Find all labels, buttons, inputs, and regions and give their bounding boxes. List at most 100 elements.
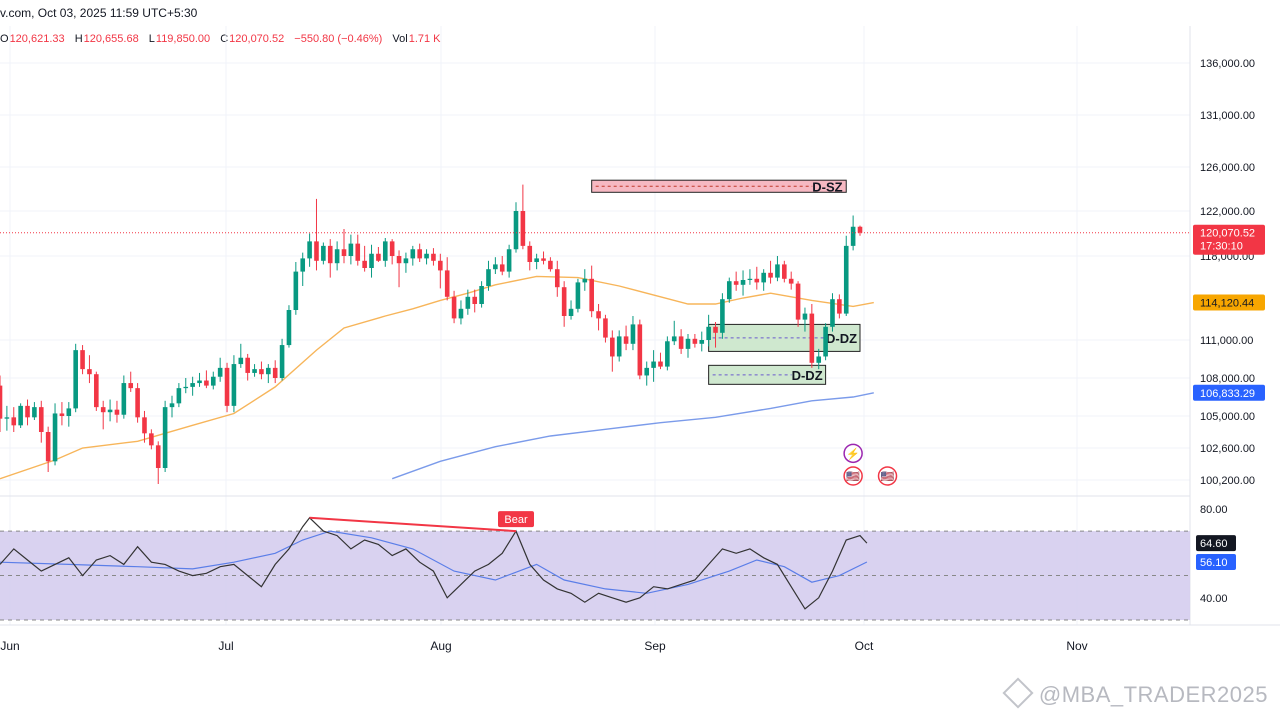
candle-body [458, 308, 464, 319]
candle [142, 410, 147, 443]
candle [857, 225, 863, 236]
candle [472, 289, 478, 313]
candle [155, 441, 161, 484]
candle-body [100, 407, 106, 413]
candle [410, 245, 416, 266]
candle [692, 334, 698, 348]
candle-body [431, 253, 436, 261]
candle [740, 270, 746, 296]
candle-body [272, 367, 278, 378]
candle [850, 215, 856, 251]
marker-ring [843, 443, 863, 464]
candle [135, 383, 140, 423]
candle-body [355, 243, 361, 261]
candle-body [740, 280, 746, 285]
candle-body [197, 380, 202, 384]
candle [830, 293, 835, 332]
candle [293, 262, 299, 315]
candle-body [610, 337, 615, 357]
candle-body [534, 258, 539, 262]
candle-body [603, 318, 608, 338]
candle [775, 256, 780, 282]
candle [699, 331, 705, 352]
chart-source-date: v.com, Oct 03, 2025 11:59 UTC+5:30 [0, 6, 198, 20]
candle-body [486, 269, 491, 286]
open-value: 120,621.33 [9, 33, 65, 45]
candle [272, 360, 278, 384]
volume-value: 1.71 K [408, 33, 441, 45]
candle-body [314, 241, 319, 261]
candle [121, 375, 127, 419]
rsi-badge-bg [1196, 535, 1236, 552]
candle [382, 238, 388, 267]
candle [513, 202, 519, 253]
badge-bg [1193, 294, 1265, 311]
candle-body [678, 336, 684, 349]
rsi-pane [0, 530, 1190, 621]
candle-body [520, 211, 526, 246]
candle-body [396, 256, 402, 264]
candle [190, 376, 195, 396]
candle-body [52, 413, 58, 462]
candle-body [252, 369, 257, 373]
candle-body [513, 211, 519, 250]
ema-slow-line [391, 392, 874, 480]
candle [32, 402, 37, 420]
time-tick-label: Aug [430, 639, 451, 653]
marker-ring [877, 466, 898, 486]
candle-body [589, 278, 594, 312]
candle [169, 395, 175, 418]
gridlines [0, 26, 1190, 625]
candle-body [307, 241, 312, 259]
candle-body [499, 264, 505, 272]
candle [809, 304, 815, 368]
candle [603, 314, 608, 343]
candle-body [493, 264, 498, 270]
candle-body [582, 278, 588, 283]
candle [795, 281, 801, 327]
zone-box [591, 179, 847, 193]
candle-body [671, 336, 677, 342]
candle [114, 400, 120, 423]
candle-body [73, 350, 78, 409]
low-label: L [148, 33, 155, 45]
candle-body [327, 245, 333, 264]
candle-body [190, 383, 195, 387]
price-axis-badge: 114,120.44 [1193, 294, 1265, 311]
candle [224, 362, 230, 413]
candle [286, 305, 292, 348]
candle-body [376, 253, 381, 261]
zone-label: D-SZ [812, 179, 842, 194]
candle-body [238, 357, 244, 365]
time-tick-label: Nov [1066, 639, 1087, 653]
candle [107, 399, 113, 422]
candle-body [403, 258, 409, 264]
candle-body [616, 336, 622, 357]
time-tick-label: Oct [855, 639, 874, 653]
marker-glyph: ⚡ [846, 447, 860, 460]
candle-body [245, 357, 250, 373]
time-tick-label: Jun [0, 639, 19, 653]
candle [300, 252, 306, 286]
candle [341, 229, 347, 264]
candle-body [155, 445, 161, 468]
candle-body [768, 272, 773, 278]
candle [589, 265, 594, 318]
candle-body [754, 278, 760, 283]
candle [314, 198, 319, 271]
candle-body [788, 278, 794, 284]
candle-body [850, 226, 856, 246]
candle-body [417, 249, 422, 259]
candle [59, 402, 65, 426]
candle-body [568, 308, 574, 316]
candle-body [259, 369, 264, 375]
candle-body [527, 245, 533, 262]
candle [176, 383, 182, 408]
candle-body [348, 243, 354, 256]
rsi-axis-badge: 56.10 [1196, 554, 1236, 570]
candle-body [121, 383, 127, 415]
candle-body [630, 324, 636, 344]
candle [823, 323, 828, 361]
close-label: C [220, 33, 229, 45]
